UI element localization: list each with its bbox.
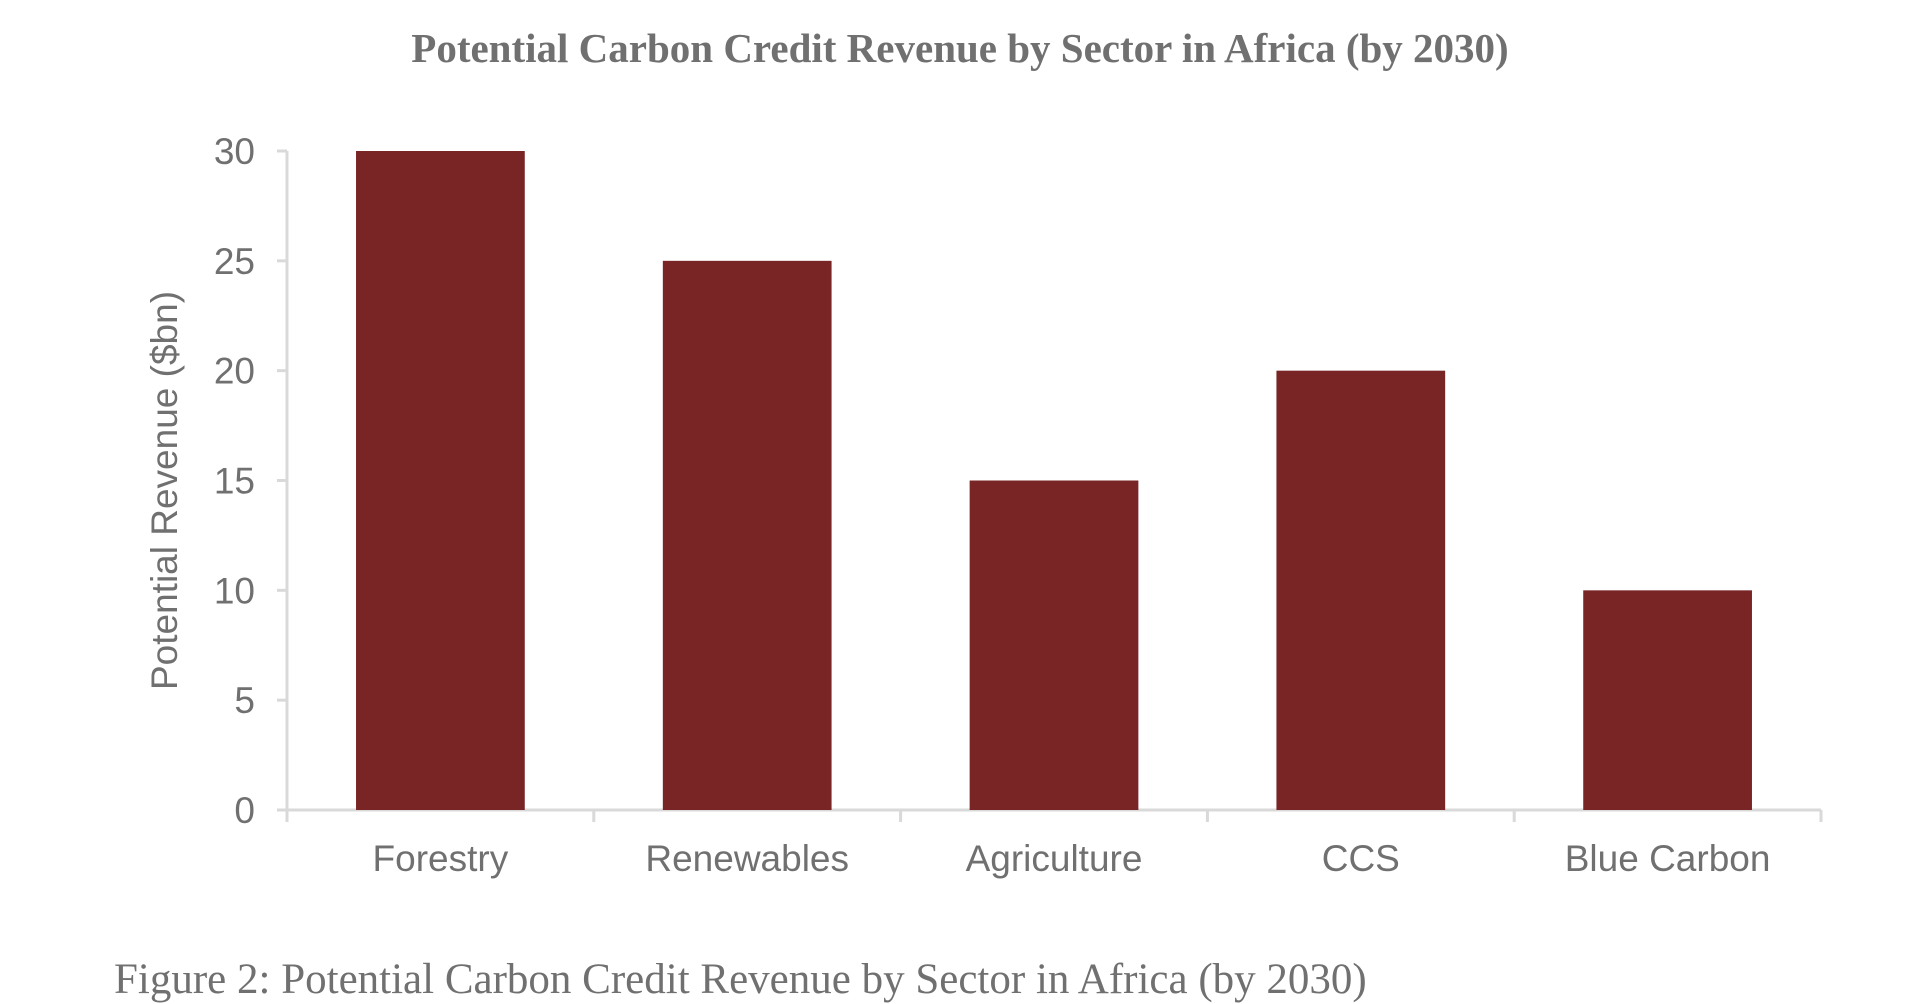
y-tick-label: 20	[214, 351, 255, 392]
x-tick-label: Forestry	[373, 838, 509, 879]
x-tick-label: CCS	[1322, 838, 1400, 879]
labels: 0 5 10 15 20 25 30 Potential Revenue ($bn) Fores…	[144, 131, 1770, 879]
y-tick-label: 25	[214, 241, 255, 282]
bar-blue-carbon	[1583, 590, 1752, 810]
bar-agriculture	[969, 480, 1139, 810]
y-tick-label: 0	[234, 790, 255, 831]
y-tick-label: 10	[214, 570, 255, 611]
bars	[356, 151, 1752, 810]
y-tick-label: 5	[234, 680, 255, 721]
chart-title: Potential Carbon Credit Revenue by Secto…	[411, 25, 1509, 71]
bar-renewables	[662, 260, 832, 810]
figure-caption: Figure 2: Potential Carbon Credit Revenu…	[114, 956, 1367, 1003]
bar-forestry	[356, 151, 525, 810]
x-tick-label: Agriculture	[966, 838, 1143, 879]
y-tick-label: 15	[214, 461, 255, 502]
bar-ccs	[1276, 370, 1446, 810]
y-tick-label: 30	[214, 131, 255, 172]
y-axis-label: Potential Revenue ($bn)	[144, 291, 185, 690]
x-tick-label: Renewables	[645, 838, 849, 879]
x-tick-label: Blue Carbon	[1565, 838, 1771, 879]
